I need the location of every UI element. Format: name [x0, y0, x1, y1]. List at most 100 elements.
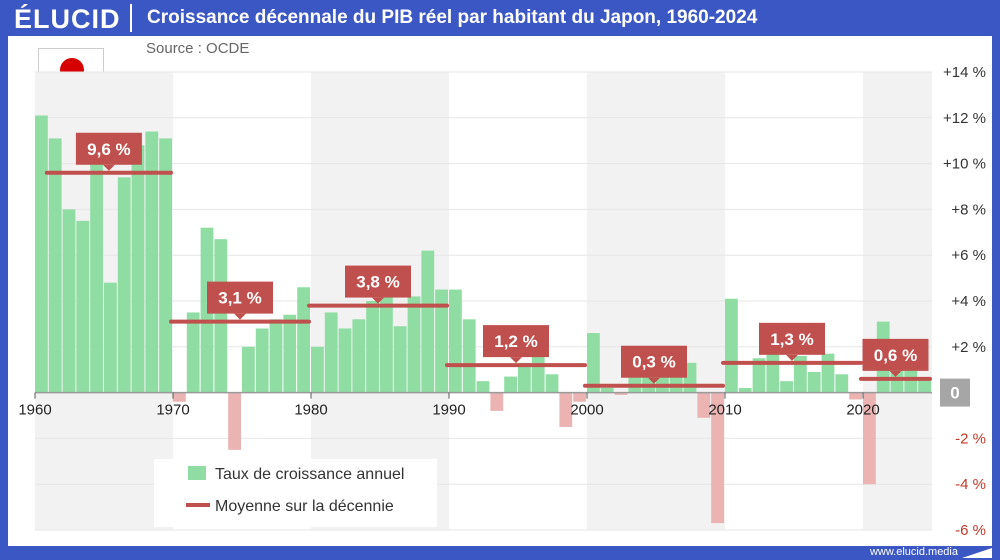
y-tick-label: +8 %	[951, 201, 986, 218]
y-tick-label: +12 %	[943, 110, 986, 127]
y-tick-label: +14 %	[943, 64, 986, 81]
bar-1974	[228, 392, 241, 450]
bar-1992	[476, 381, 490, 393]
chart-title: Croissance décennale du PIB réel par hab…	[147, 7, 758, 28]
bars-annual-growth	[35, 115, 931, 524]
bar-2001	[600, 388, 614, 393]
average-label-1961: 9,6 %	[87, 140, 130, 159]
bar-2008	[697, 392, 711, 418]
bar-1967	[131, 145, 145, 393]
average-label-2010: 1,3 %	[770, 330, 813, 349]
average-callout-pointer	[786, 354, 798, 361]
average-callout-box-2010	[759, 322, 825, 355]
decade-averages: 9,6 % 3,1 % 3,8 % 1,2 % 0,3 % 1,3 % 0,6 %	[44, 132, 932, 388]
bar-1977	[269, 319, 283, 393]
bar-1968	[145, 131, 159, 393]
average-label-2000: 0,3 %	[632, 353, 675, 372]
x-tick-label: 1960	[18, 402, 51, 419]
bar-2010	[725, 298, 738, 393]
bar-2011	[738, 388, 752, 393]
bar-1970	[173, 392, 186, 402]
bar-2020	[863, 392, 876, 485]
y-tick-label: +10 %	[943, 156, 986, 173]
y-tick-label: +6 %	[951, 247, 986, 264]
y-axis: +14 % +12 % +10 % +8 % +6 % +4 % +2 % 0 -2 % -4 %…	[940, 64, 986, 539]
bar-1964	[90, 152, 103, 393]
average-callout-pointer	[372, 297, 384, 304]
y-tick-label: +2 %	[951, 339, 986, 356]
y-tick-label: 0	[950, 384, 959, 403]
bar-1981	[324, 312, 338, 393]
logo-separator	[130, 4, 132, 32]
bar-1976	[255, 328, 269, 393]
average-callout-pointer	[648, 377, 660, 384]
bar-1999	[573, 392, 586, 402]
bar-1995	[518, 362, 531, 393]
x-tick-label: 2020	[846, 402, 879, 419]
bar-1971	[186, 312, 200, 393]
footer: www.elucid.media	[0, 546, 1000, 560]
average-callout-box-1990	[483, 325, 549, 358]
bar-1966	[117, 177, 131, 393]
bar-1980	[311, 346, 324, 393]
y-tick-label: -4 %	[955, 476, 986, 493]
bar-1998	[559, 392, 573, 427]
bar-1993	[490, 392, 504, 411]
bar-2016	[807, 371, 821, 393]
bar-1961	[48, 138, 62, 393]
x-tick-label: 2000	[570, 402, 603, 419]
bar-2018	[835, 374, 849, 393]
average-label-2020: 0,6 %	[874, 346, 917, 365]
bar-1987	[407, 296, 421, 393]
bar-1969	[159, 138, 172, 393]
y-tick-label: -2 %	[955, 430, 986, 447]
legend-label-average: Moyenne sur la décennie	[215, 498, 394, 515]
x-tick-label: 1980	[294, 402, 327, 419]
site-url[interactable]: www.elucid.media	[869, 546, 958, 558]
bar-1983	[352, 319, 366, 393]
legend-swatch-bars	[188, 466, 206, 480]
bar-1965	[104, 282, 117, 393]
header: ÉLUCID Croissance décennale du PIB réel …	[0, 0, 1000, 36]
bar-1994	[504, 376, 517, 393]
bar-1989	[435, 289, 448, 393]
bar-1979	[297, 287, 310, 393]
average-callout-box-2020	[862, 338, 929, 371]
bar-1963	[76, 220, 90, 393]
bar-1975	[242, 346, 255, 393]
bar-1982	[338, 328, 352, 393]
legend: Taux de croissance annuel Moyenne sur la…	[154, 459, 437, 527]
average-callout-pointer	[510, 357, 522, 364]
bar-2014	[780, 381, 793, 393]
bar-1988	[421, 250, 435, 393]
bar-2009	[711, 392, 724, 524]
zero-label-box	[940, 378, 970, 407]
source-note: Source : OCDE	[146, 40, 250, 57]
bar-2012	[752, 358, 766, 393]
average-label-1970: 3,1 %	[218, 289, 261, 308]
average-callout-box-2000	[621, 345, 687, 378]
average-callout-box-1970	[207, 281, 273, 314]
x-axis: 1960 1970 1980 1990 2000 2010 2020	[18, 392, 880, 419]
x-tick-label: 1970	[156, 402, 189, 419]
average-label-1980: 3,8 %	[356, 273, 399, 292]
bar-1991	[462, 319, 476, 393]
bar-1990	[449, 289, 462, 393]
bar-1973	[214, 239, 228, 393]
bar-2002	[614, 392, 628, 395]
average-callout-pointer	[102, 164, 115, 171]
average-callout-pointer	[889, 370, 902, 377]
average-callout-box-1980	[345, 265, 411, 298]
brand-logo[interactable]: ÉLUCID	[14, 4, 121, 34]
bar-1962	[62, 209, 76, 393]
bar-1984	[366, 301, 379, 393]
average-callout-box-1961	[75, 132, 142, 165]
bar-1978	[283, 314, 297, 393]
y-tick-label: +4 %	[951, 293, 986, 310]
x-tick-label: 2010	[708, 402, 741, 419]
bar-2024	[918, 378, 931, 393]
bar-1997	[545, 374, 559, 393]
legend-label-bars: Taux de croissance annuel	[215, 466, 404, 483]
brand-mark-icon	[962, 548, 992, 558]
